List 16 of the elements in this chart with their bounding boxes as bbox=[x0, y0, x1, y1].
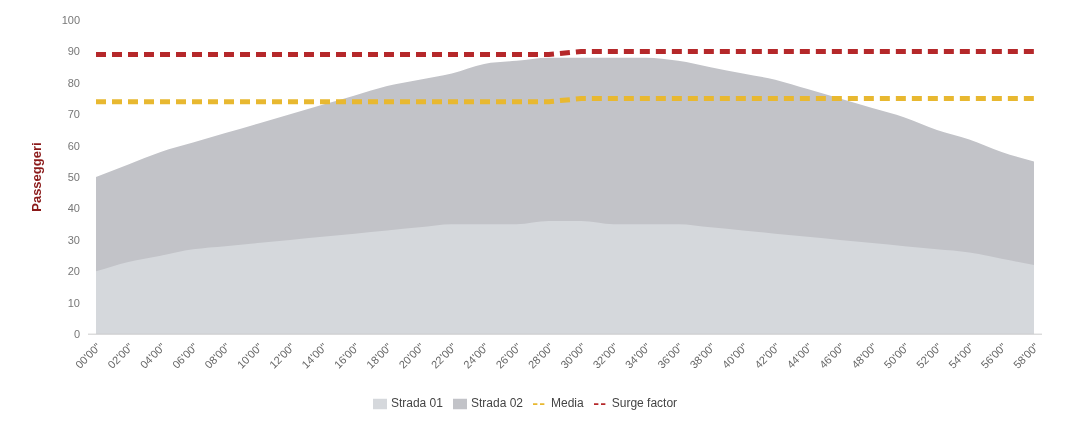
legend-label: Strada 02 bbox=[470, 396, 524, 411]
legend-label: Media bbox=[551, 396, 584, 411]
y-tick-label: 60 bbox=[67, 139, 80, 152]
y-tick-label: 40 bbox=[67, 202, 80, 215]
y-tick-label: 70 bbox=[67, 108, 80, 121]
y-tick-label: 0 bbox=[73, 328, 80, 341]
y-tick-label: 20 bbox=[67, 265, 80, 278]
legend-label: Surge factor bbox=[611, 396, 678, 411]
legend-label: Strada 01 bbox=[390, 396, 443, 411]
y-tick-label: 100 bbox=[61, 13, 80, 26]
y-tick-label: 30 bbox=[67, 233, 80, 246]
y-tick-label: 10 bbox=[67, 296, 80, 309]
y-tick-label: 90 bbox=[67, 45, 80, 58]
y-tick-label: 80 bbox=[67, 76, 80, 89]
y-tick-label: 50 bbox=[67, 170, 80, 183]
y-axis-title: Passeggeri bbox=[28, 142, 44, 212]
